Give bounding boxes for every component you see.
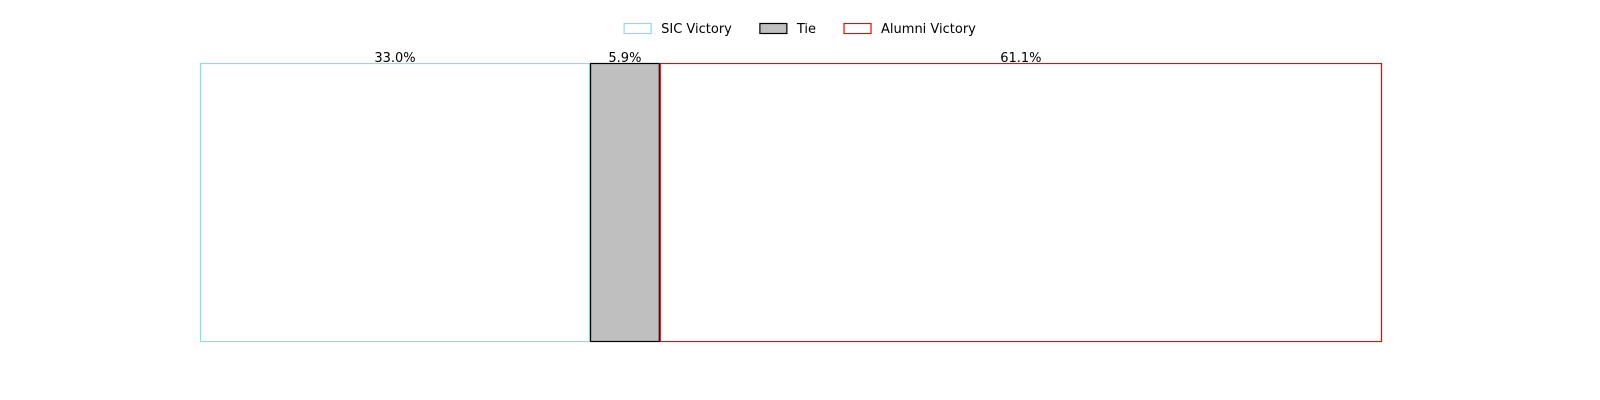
legend-swatch-alumni-victory [843,22,872,35]
legend-label-tie: Tie [796,22,816,37]
legend-item-sic-victory: SIC Victory [623,22,732,37]
legend-item-alumni-victory: Alumni Victory [843,22,976,37]
bars-layer [199,62,1383,343]
legend-swatch-sic-victory [623,22,652,35]
data-label-sic-victory: 33.0% [374,51,415,66]
legend-label-sic-victory: SIC Victory [661,22,732,37]
legend-label-alumni-victory: Alumni Victory [881,22,976,37]
bar-segment-sic-victory [199,62,591,343]
data-label-tie: 5.9% [608,51,641,66]
legend-swatch-tie [759,22,788,35]
data-labels-layer: 33.0% 5.9% 61.1% [374,51,1041,66]
bar-segment-alumni-victory [659,62,1383,343]
data-label-alumni-victory: 61.1% [1000,51,1041,66]
bar-segment-tie [589,62,660,343]
legend: SIC Victory Tie Alumni Victory [623,22,976,37]
legend-item-tie: Tie [759,22,816,37]
